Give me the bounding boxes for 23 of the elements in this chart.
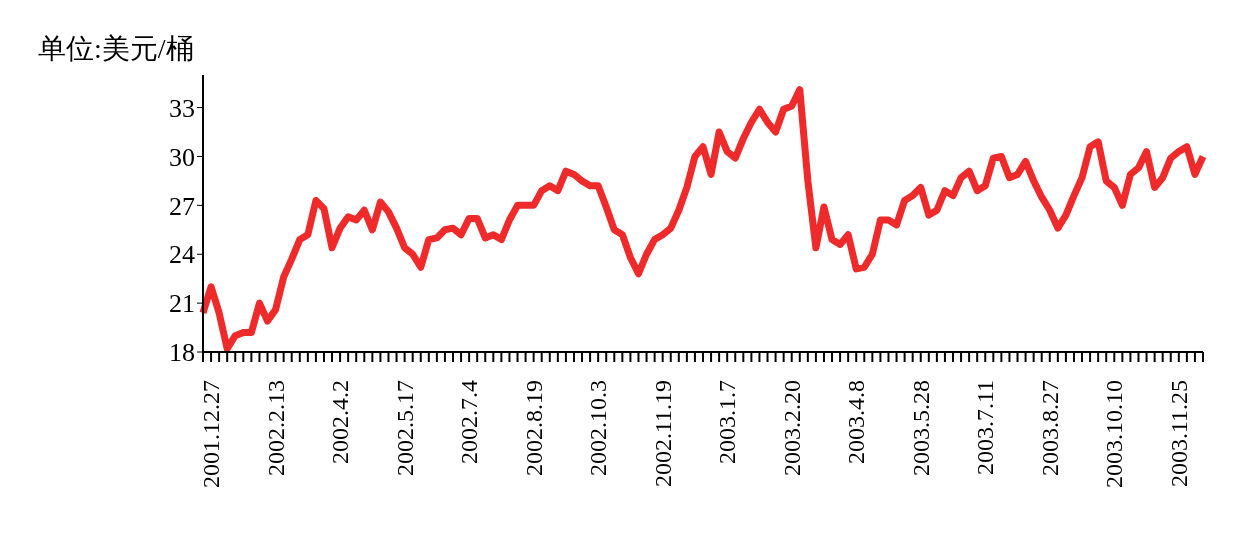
y-tick-label: 33 <box>169 93 195 123</box>
y-tick-label: 18 <box>169 338 195 368</box>
y-tick-label: 21 <box>169 289 195 319</box>
x-tick-label: 2002.7.4 <box>456 380 483 464</box>
x-tick-label: 2003.2.20 <box>778 380 805 476</box>
x-tick-label: 2001.12.27 <box>198 380 225 488</box>
x-tick-label: 2002.10.3 <box>585 380 612 476</box>
x-tick-label: 2002.4.2 <box>327 380 354 464</box>
x-tick-label: 2003.5.28 <box>907 380 934 476</box>
y-axis-title: 单位:美元/桶 <box>38 32 194 66</box>
y-tick-label: 24 <box>169 240 195 270</box>
x-tick-label: 2003.1.7 <box>714 380 741 464</box>
x-tick-label: 2003.8.27 <box>1036 380 1063 476</box>
y-tick-label: 30 <box>169 142 195 172</box>
y-tick-label: 27 <box>169 191 195 221</box>
x-tick-label: 2002.8.19 <box>520 380 547 476</box>
x-tick-label: 2002.2.13 <box>262 380 289 476</box>
x-tick-label: 2003.11.25 <box>1165 380 1192 488</box>
x-tick-label: 2003.10.10 <box>1101 380 1128 488</box>
x-tick-label: 2003.7.11 <box>972 380 999 476</box>
x-tick-label: 2002.11.19 <box>649 380 676 488</box>
x-tick-label: 2002.5.17 <box>391 380 418 476</box>
x-tick-label: 2003.4.8 <box>843 380 870 464</box>
